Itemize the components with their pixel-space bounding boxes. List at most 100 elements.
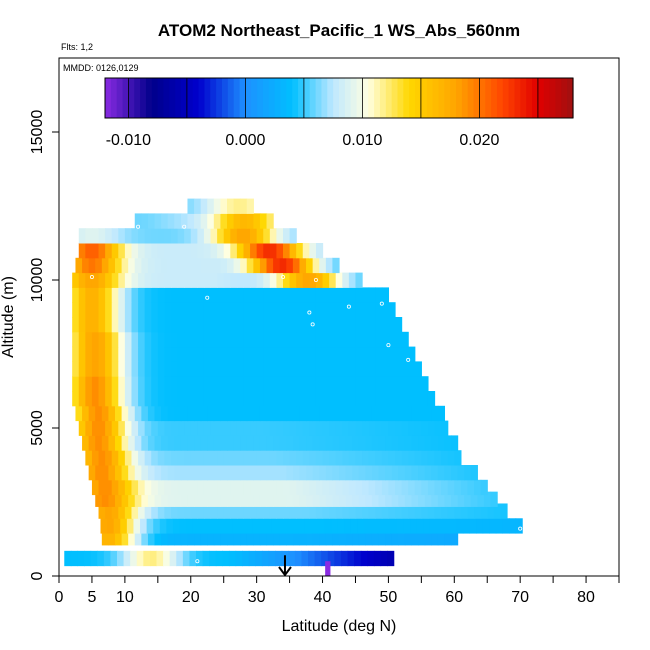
heatmap-cell (256, 287, 264, 303)
heatmap-cell (91, 346, 100, 362)
heatmap-cell (368, 391, 376, 407)
heatmap-cell (327, 550, 335, 567)
heatmap-cell (180, 491, 189, 507)
heatmap-cell (368, 302, 376, 318)
heatmap-cell (118, 243, 126, 259)
heatmap-cell (184, 479, 192, 496)
heatmap-cell (408, 376, 416, 392)
heatmap-cell (253, 213, 261, 229)
heatmap-cell (276, 420, 284, 436)
heatmap-cell (398, 405, 406, 422)
heatmap-cell (147, 491, 156, 507)
heatmap-cell (177, 346, 185, 362)
heatmap-cell (197, 331, 205, 348)
heatmap-cell (339, 491, 347, 507)
heatmap-cell (85, 361, 93, 377)
heatmap-cell (171, 272, 179, 288)
heatmap-cell (259, 405, 268, 422)
heatmap-cell (480, 503, 488, 519)
heatmap-cell (279, 435, 287, 451)
heatmap-cell (309, 479, 317, 496)
heatmap-cell (223, 450, 231, 466)
heatmap-cell (269, 450, 278, 466)
heatmap-cell (289, 243, 297, 259)
heatmap-cell (124, 420, 133, 436)
heatmap-cell (269, 302, 278, 318)
heatmap-cell (167, 405, 175, 422)
colorbar-swatch (140, 78, 147, 118)
heatmap-cell (365, 530, 373, 546)
heatmap-cell (418, 405, 426, 422)
heatmap-cell (427, 450, 436, 466)
heatmap-cell (180, 213, 189, 229)
flight-point (89, 275, 94, 280)
heatmap-cell (72, 272, 80, 288)
heatmap-cell (240, 435, 248, 451)
heatmap-cell (72, 346, 80, 362)
heatmap-cell (250, 228, 258, 244)
heatmap-cell (391, 491, 399, 507)
heatmap-cell (444, 491, 452, 507)
heatmap-cell (85, 228, 93, 244)
heatmap-cell (118, 302, 126, 318)
heatmap-cell (291, 518, 299, 534)
heatmap-cell (144, 272, 152, 288)
heatmap-cell (258, 518, 266, 534)
colorbar-swatch (567, 78, 574, 118)
heatmap-cell (289, 479, 297, 496)
heatmap-cell (236, 479, 245, 496)
heatmap-cell (355, 331, 363, 348)
heatmap-cell (180, 530, 189, 546)
colorbar-swatch (409, 78, 416, 118)
heatmap-cell (134, 435, 142, 451)
heatmap-cell (190, 243, 198, 259)
heatmap-cell (302, 317, 310, 333)
heatmap-cell (319, 257, 327, 274)
heatmap-cell (154, 530, 162, 546)
heatmap-cell (283, 317, 291, 333)
heatmap-cell (444, 435, 452, 451)
heatmap-cell (286, 435, 294, 451)
colorbar-swatch (391, 78, 399, 118)
heatmap-cell (240, 465, 248, 481)
heatmap-cell (95, 465, 103, 481)
heatmap-cell (404, 405, 413, 422)
heatmap-cell (256, 376, 264, 392)
heatmap-cell (276, 376, 284, 392)
heatmap-cell (306, 435, 314, 451)
heatmap-cell (197, 450, 205, 466)
heatmap-cell (171, 302, 179, 318)
heatmap-cell (365, 465, 373, 481)
colorbar-swatch (157, 78, 165, 118)
heatmap-cell (322, 420, 330, 436)
heatmap-cell (171, 287, 179, 303)
heatmap-cell (138, 391, 146, 407)
heatmap-cell (171, 243, 179, 259)
heatmap-cell (82, 405, 90, 422)
heatmap-cell (467, 503, 475, 519)
heatmap-cell (184, 228, 192, 244)
heatmap-cell (219, 518, 227, 534)
heatmap-cell (215, 550, 223, 567)
heatmap-cell (184, 450, 192, 466)
heatmap-cell (355, 503, 363, 519)
heatmap-cell (88, 405, 96, 422)
colorbar-frame (104, 77, 574, 119)
heatmap-cell (381, 361, 390, 377)
heatmap-cell (203, 302, 212, 318)
heatmap-cell (302, 331, 310, 348)
heatmap-cell (395, 331, 403, 348)
heatmap-cell (179, 518, 187, 534)
heatmap-cell (324, 518, 332, 534)
heatmap-cell (335, 346, 343, 362)
heatmap-cell (431, 491, 439, 507)
heatmap-cell (230, 361, 238, 377)
heatmap-cell (437, 530, 446, 546)
heatmap-cell (128, 465, 136, 481)
heatmap-cell (263, 376, 271, 392)
heatmap-cell (124, 228, 133, 244)
heatmap-cell (177, 503, 185, 519)
heatmap-cell (263, 272, 271, 288)
heatmap-cell (98, 331, 106, 348)
heatmap-cell (217, 287, 225, 303)
